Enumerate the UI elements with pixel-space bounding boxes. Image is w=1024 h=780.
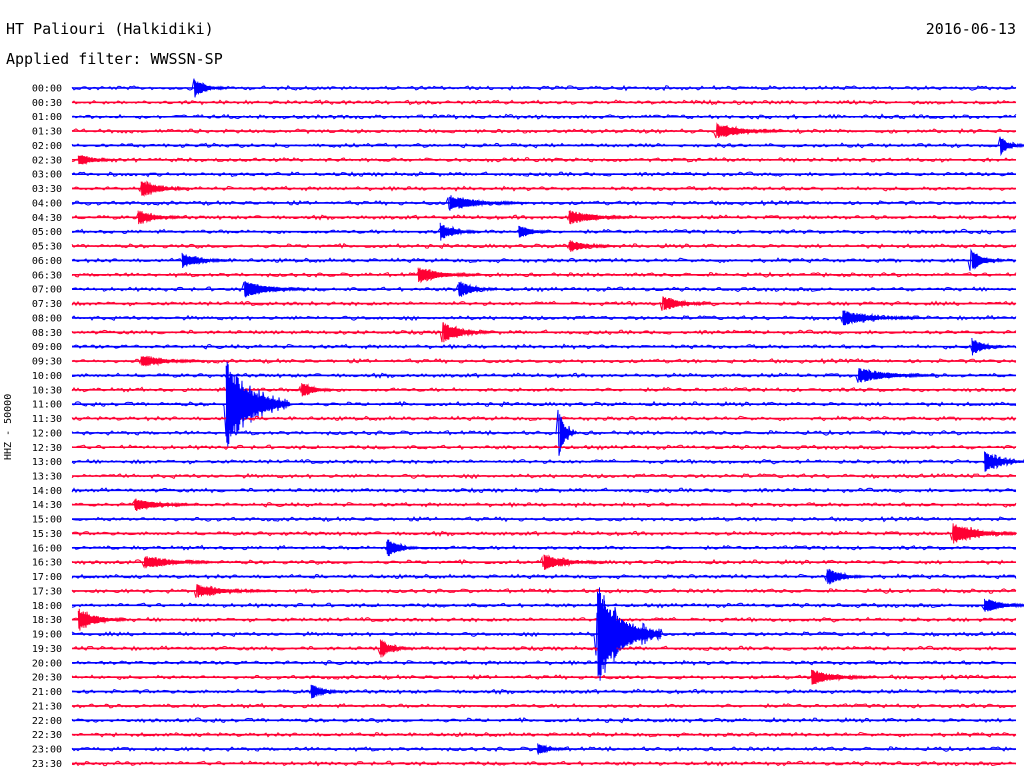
row-time-label: 19:00 bbox=[32, 630, 62, 641]
row-time-label: 01:30 bbox=[32, 127, 62, 138]
event-mark bbox=[301, 383, 335, 397]
row-time-label: 08:00 bbox=[32, 313, 62, 324]
row-time-label: 15:30 bbox=[32, 529, 62, 540]
row-time-label: 06:30 bbox=[32, 270, 62, 281]
event-mark bbox=[984, 451, 1024, 472]
row-time-label: 03:30 bbox=[32, 184, 62, 195]
row-time-label: 23:00 bbox=[32, 745, 62, 756]
event-mark bbox=[386, 539, 420, 557]
row-time-label: 13:30 bbox=[32, 471, 62, 482]
row-time-label: 19:30 bbox=[32, 644, 62, 655]
row-time-label: 14:30 bbox=[32, 500, 62, 511]
row-time-label: 02:00 bbox=[32, 141, 62, 152]
row-time-label: 01:00 bbox=[32, 112, 62, 123]
row-time-label: 00:00 bbox=[32, 84, 62, 95]
event-mark bbox=[811, 669, 876, 685]
row-time-label: 13:00 bbox=[32, 457, 62, 468]
event-mark bbox=[597, 587, 662, 681]
event-mark bbox=[663, 297, 712, 311]
event-mark bbox=[449, 196, 530, 210]
row-time-label: 21:00 bbox=[32, 687, 62, 698]
row-time-label: 05:00 bbox=[32, 227, 62, 238]
row-time-label: 22:30 bbox=[32, 730, 62, 741]
event-mark bbox=[442, 322, 492, 343]
row-time-label: 07:00 bbox=[32, 285, 62, 296]
event-mark bbox=[77, 608, 127, 631]
event-mark bbox=[826, 568, 866, 585]
event-mark bbox=[197, 584, 278, 598]
row-time-label: 08:30 bbox=[32, 328, 62, 339]
row-time-label: 21:30 bbox=[32, 701, 62, 712]
row-time-label: 11:00 bbox=[32, 400, 62, 411]
row-time-label: 12:00 bbox=[32, 428, 62, 439]
row-time-label: 20:30 bbox=[32, 673, 62, 684]
event-mark bbox=[858, 368, 939, 383]
event-mark bbox=[559, 414, 577, 452]
event-mark bbox=[971, 337, 1005, 356]
row-time-label: 00:30 bbox=[32, 98, 62, 109]
event-mark bbox=[518, 225, 552, 238]
row-time-label: 05:30 bbox=[32, 242, 62, 253]
row-time-label: 12:30 bbox=[32, 443, 62, 454]
row-time-label: 10:00 bbox=[32, 371, 62, 382]
row-time-label: 20:00 bbox=[32, 658, 62, 669]
event-mark bbox=[458, 281, 498, 297]
event-mark bbox=[244, 280, 310, 298]
event-mark bbox=[143, 556, 224, 568]
row-time-label: 07:30 bbox=[32, 299, 62, 310]
filter-label: Applied filter: WWSSN-SP bbox=[6, 50, 223, 68]
row-time-label: 22:00 bbox=[32, 716, 62, 727]
event-mark bbox=[379, 639, 413, 658]
event-mark bbox=[568, 240, 618, 252]
event-mark bbox=[543, 554, 608, 570]
row-time-label: 04:30 bbox=[32, 213, 62, 224]
date-label: 2016-06-13 bbox=[925, 20, 1016, 38]
event-mark bbox=[439, 222, 479, 241]
event-mark bbox=[225, 361, 291, 447]
row-time-label: 15:00 bbox=[32, 515, 62, 526]
trace-1530 bbox=[71, 524, 1017, 542]
event-mark bbox=[568, 210, 634, 225]
event-mark bbox=[952, 523, 1018, 544]
event-mark bbox=[716, 124, 788, 139]
row-time-label: 03:00 bbox=[32, 170, 62, 181]
event-mark bbox=[310, 684, 344, 699]
row-time-label: 11:30 bbox=[32, 414, 62, 425]
event-mark bbox=[181, 252, 231, 269]
event-mark bbox=[842, 310, 923, 326]
row-time-label: 23:30 bbox=[32, 759, 62, 770]
event-mark bbox=[140, 356, 206, 366]
event-mark bbox=[140, 181, 190, 196]
event-mark bbox=[537, 743, 571, 755]
event-mark bbox=[971, 252, 1005, 269]
row-time-label: 16:30 bbox=[32, 558, 62, 569]
row-time-label: 17:30 bbox=[32, 586, 62, 597]
row-time-label: 09:30 bbox=[32, 357, 62, 368]
event-mark bbox=[417, 267, 483, 283]
event-mark bbox=[134, 498, 199, 511]
station-title: HT Paliouri (Halkidiki) bbox=[6, 20, 214, 38]
row-time-label: 18:30 bbox=[32, 615, 62, 626]
event-mark bbox=[77, 155, 118, 165]
row-time-label: 02:30 bbox=[32, 155, 62, 166]
row-time-label: 10:30 bbox=[32, 385, 62, 396]
event-mark bbox=[194, 80, 228, 96]
row-time-label: 04:00 bbox=[32, 198, 62, 209]
row-time-label: 14:00 bbox=[32, 486, 62, 497]
row-time-label: 18:00 bbox=[32, 601, 62, 612]
row-time-label: 16:00 bbox=[32, 543, 62, 554]
event-mark bbox=[999, 137, 1024, 153]
row-time-label: 17:00 bbox=[32, 572, 62, 583]
event-mark bbox=[984, 598, 1024, 612]
event-mark bbox=[137, 210, 187, 225]
row-time-label: 09:00 bbox=[32, 342, 62, 353]
row-time-label: 06:00 bbox=[32, 256, 62, 267]
